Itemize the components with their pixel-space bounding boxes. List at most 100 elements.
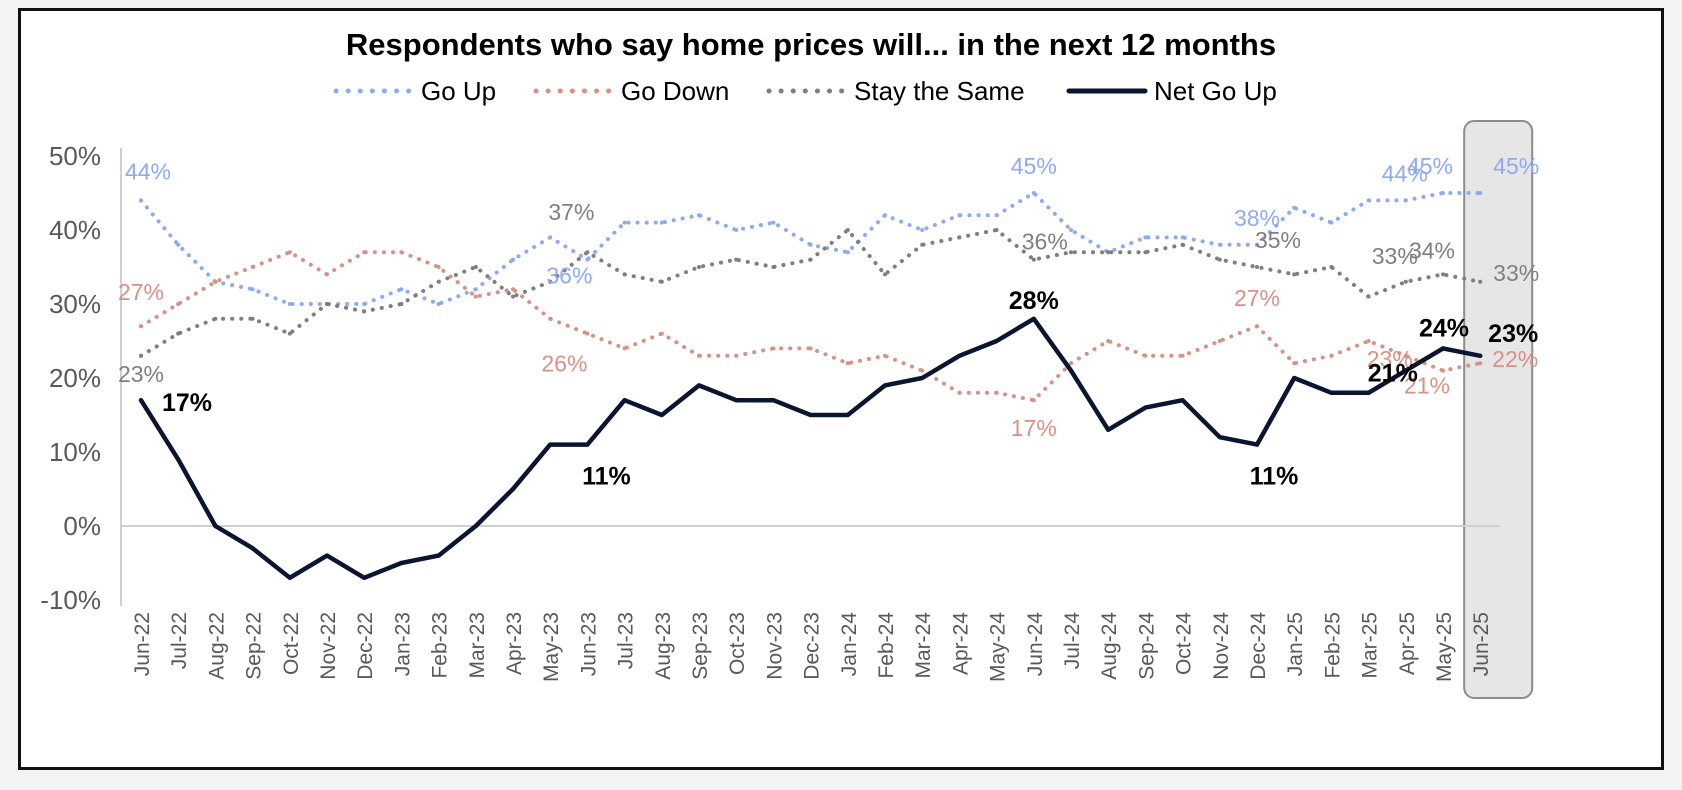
data-point-stay-the-same (1106, 250, 1111, 255)
y-tick-label: 20% (49, 363, 101, 393)
y-tick-label: -10% (40, 585, 101, 615)
data-point-stay-the-same (994, 228, 999, 232)
x-tick-label: Aug-23 (652, 612, 675, 680)
x-tick-label: Oct-22 (280, 612, 303, 675)
data-label-net-go-up: 21% (1368, 360, 1418, 388)
x-tick-label: Dec-23 (801, 612, 824, 680)
x-tick-label: Dec-22 (354, 612, 377, 680)
data-point-go-down (845, 361, 850, 366)
x-tick-label: Sep-23 (689, 612, 712, 680)
data-point-stay-the-same (287, 331, 292, 336)
data-point-go-down (473, 294, 478, 299)
data-label-net-go-up: 11% (582, 463, 631, 491)
data-point-net-go-up (399, 561, 404, 565)
data-label-go-down: 26% (541, 351, 587, 377)
x-tick-label: Feb-23 (429, 612, 452, 679)
x-tick-label: Nov-23 (763, 612, 786, 680)
x-tick-label: Jul-23 (615, 612, 638, 669)
data-point-stay-the-same (1031, 257, 1036, 262)
data-point-go-down (920, 368, 925, 373)
series-line-go-down (139, 250, 1483, 403)
data-point-go-up (1366, 198, 1371, 203)
data-labels: 44%36%45%38%44%45% 45%27%26%17%27%23%21%2… (118, 153, 1539, 491)
legend-label-go-down: Go Down (621, 76, 729, 106)
data-point-go-up (1329, 220, 1334, 225)
data-point-go-up (845, 250, 850, 255)
legend-label-go-up: Go Up (421, 76, 496, 106)
data-point-net-go-up (1292, 376, 1297, 380)
x-tick-label: Oct-23 (726, 612, 749, 675)
data-point-net-go-up (994, 339, 999, 343)
data-point-stay-the-same (473, 265, 478, 269)
data-point-go-down (994, 390, 999, 395)
data-label-go-down: 22% (1492, 346, 1538, 372)
data-point-go-up (287, 302, 292, 306)
data-point-net-go-up (362, 575, 367, 580)
data-point-go-down (436, 265, 441, 269)
data-point-go-down (213, 279, 218, 284)
data-point-go-down (362, 250, 367, 255)
y-tick-label: 50% (49, 141, 101, 171)
data-point-net-go-up (697, 383, 701, 388)
data-point-go-down (287, 250, 292, 255)
data-point-go-up (1403, 198, 1408, 203)
data-label-stay-the-same: 33% (1372, 243, 1418, 269)
data-point-go-down (622, 346, 627, 351)
data-point-net-go-up (139, 398, 143, 403)
x-tick-label: May-25 (1433, 612, 1456, 682)
data-point-net-go-up (883, 383, 887, 388)
data-point-go-up (1180, 235, 1185, 240)
x-tick-label: May-24 (987, 612, 1010, 682)
data-point-go-up (734, 228, 739, 232)
x-tick-label: Apr-23 (503, 612, 526, 675)
x-tick-label: Jun-24 (1024, 612, 1047, 677)
data-label-go-down: 27% (118, 279, 164, 305)
data-point-stay-the-same (1217, 257, 1222, 262)
data-point-stay-the-same (399, 302, 404, 306)
data-point-go-up (1292, 205, 1297, 210)
data-point-go-up (771, 220, 776, 225)
data-point-go-down (697, 353, 701, 358)
data-point-go-up (1478, 191, 1483, 195)
data-label-net-go-up: 17% (162, 389, 212, 417)
data-point-go-down (1106, 339, 1111, 343)
data-point-net-go-up (287, 575, 292, 580)
legend-label-net-go-up: Net Go Up (1154, 76, 1277, 106)
data-point-go-up (436, 302, 441, 306)
data-point-net-go-up (659, 413, 664, 417)
data-point-go-down (176, 302, 181, 306)
data-point-stay-the-same (1255, 265, 1259, 269)
data-point-go-up (697, 213, 701, 218)
data-point-stay-the-same (957, 235, 962, 240)
x-tick-label: Jan-23 (391, 612, 414, 676)
data-point-net-go-up (213, 524, 218, 528)
data-point-go-down (883, 353, 887, 358)
data-point-go-up (511, 257, 515, 262)
data-point-net-go-up (1403, 368, 1408, 373)
chart-frame: Respondents who say home prices will... … (18, 8, 1664, 770)
data-point-stay-the-same (362, 309, 367, 314)
x-tick-label: Nov-24 (1210, 612, 1233, 680)
data-label-go-up: 45% (1011, 153, 1057, 179)
data-label-go-up: 38% (1234, 205, 1280, 231)
series-lines (138, 191, 1483, 581)
y-tick-label: 10% (49, 437, 101, 467)
x-tick-label: Nov-22 (317, 612, 340, 680)
x-tick-label: Jul-24 (1061, 612, 1084, 670)
data-point-go-down (1329, 353, 1334, 358)
x-tick-label: Dec-24 (1247, 612, 1270, 680)
data-point-go-down (771, 346, 776, 351)
axes: 50% 40% 30% 20% 10% 0% -10% Jun-22 Jul-22 Aug-22 S… (40, 141, 1501, 682)
data-label-stay-the-same: 23% (118, 361, 164, 387)
data-point-go-down (1180, 353, 1185, 358)
data-point-go-down (1217, 339, 1222, 343)
data-point-go-down (399, 250, 404, 255)
data-label-go-up: 44% (1382, 160, 1428, 186)
data-point-stay-the-same (548, 279, 553, 284)
data-point-net-go-up (1031, 316, 1036, 321)
highlight-box-rect (1463, 120, 1534, 699)
data-point-go-up (548, 235, 553, 240)
data-label-go-down: 21% (1404, 373, 1450, 399)
x-tick-label: Jun-22 (131, 612, 154, 676)
data-point-net-go-up (1478, 353, 1483, 358)
